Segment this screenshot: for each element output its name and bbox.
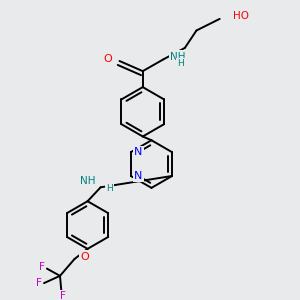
Text: N: N [134,147,142,157]
Text: N: N [134,171,142,181]
Text: H: H [106,184,112,193]
Text: HO: HO [233,11,249,21]
Text: H: H [177,59,184,68]
Text: NH: NH [80,176,95,186]
Text: O: O [103,54,112,64]
Text: NH: NH [170,52,186,61]
Text: F: F [36,278,42,288]
Text: F: F [39,262,45,272]
Text: F: F [60,291,66,300]
Text: O: O [80,252,89,262]
